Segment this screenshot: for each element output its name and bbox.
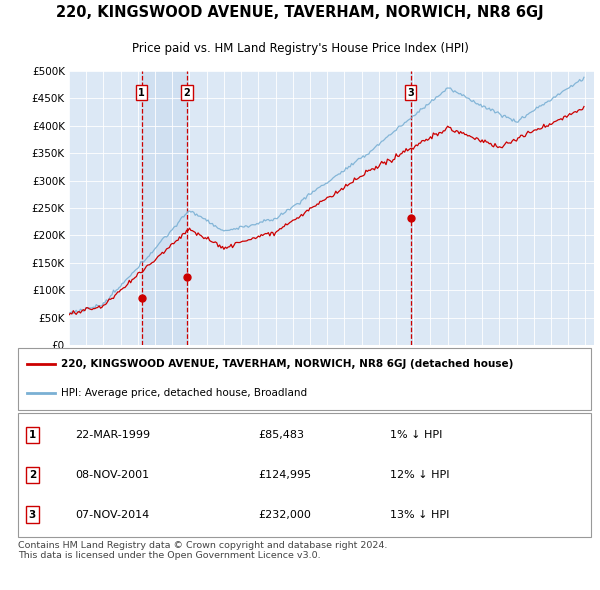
Text: HPI: Average price, detached house, Broadland: HPI: Average price, detached house, Broa… [61, 388, 307, 398]
Text: 07-NOV-2014: 07-NOV-2014 [76, 510, 149, 520]
Text: 08-NOV-2001: 08-NOV-2001 [76, 470, 149, 480]
Text: 1: 1 [138, 88, 145, 98]
Text: 3: 3 [29, 510, 36, 520]
Text: 2: 2 [29, 470, 36, 480]
Text: £85,483: £85,483 [259, 430, 305, 440]
Text: 1: 1 [29, 430, 36, 440]
Bar [142, 71, 187, 345]
Text: £124,995: £124,995 [259, 470, 312, 480]
Text: 220, KINGSWOOD AVENUE, TAVERHAM, NORWICH, NR8 6GJ (detached house): 220, KINGSWOOD AVENUE, TAVERHAM, NORWICH… [61, 359, 514, 369]
Text: £232,000: £232,000 [259, 510, 311, 520]
Text: 1% ↓ HPI: 1% ↓ HPI [391, 430, 443, 440]
Text: 3: 3 [407, 88, 414, 98]
Text: 13% ↓ HPI: 13% ↓ HPI [391, 510, 450, 520]
Text: 22-MAR-1999: 22-MAR-1999 [76, 430, 151, 440]
Text: Price paid vs. HM Land Registry's House Price Index (HPI): Price paid vs. HM Land Registry's House … [131, 42, 469, 55]
Text: 220, KINGSWOOD AVENUE, TAVERHAM, NORWICH, NR8 6GJ: 220, KINGSWOOD AVENUE, TAVERHAM, NORWICH… [56, 5, 544, 21]
Text: 2: 2 [184, 88, 190, 98]
Bar [410, 71, 412, 345]
Text: 12% ↓ HPI: 12% ↓ HPI [391, 470, 450, 480]
Text: Contains HM Land Registry data © Crown copyright and database right 2024.
This d: Contains HM Land Registry data © Crown c… [18, 541, 388, 560]
